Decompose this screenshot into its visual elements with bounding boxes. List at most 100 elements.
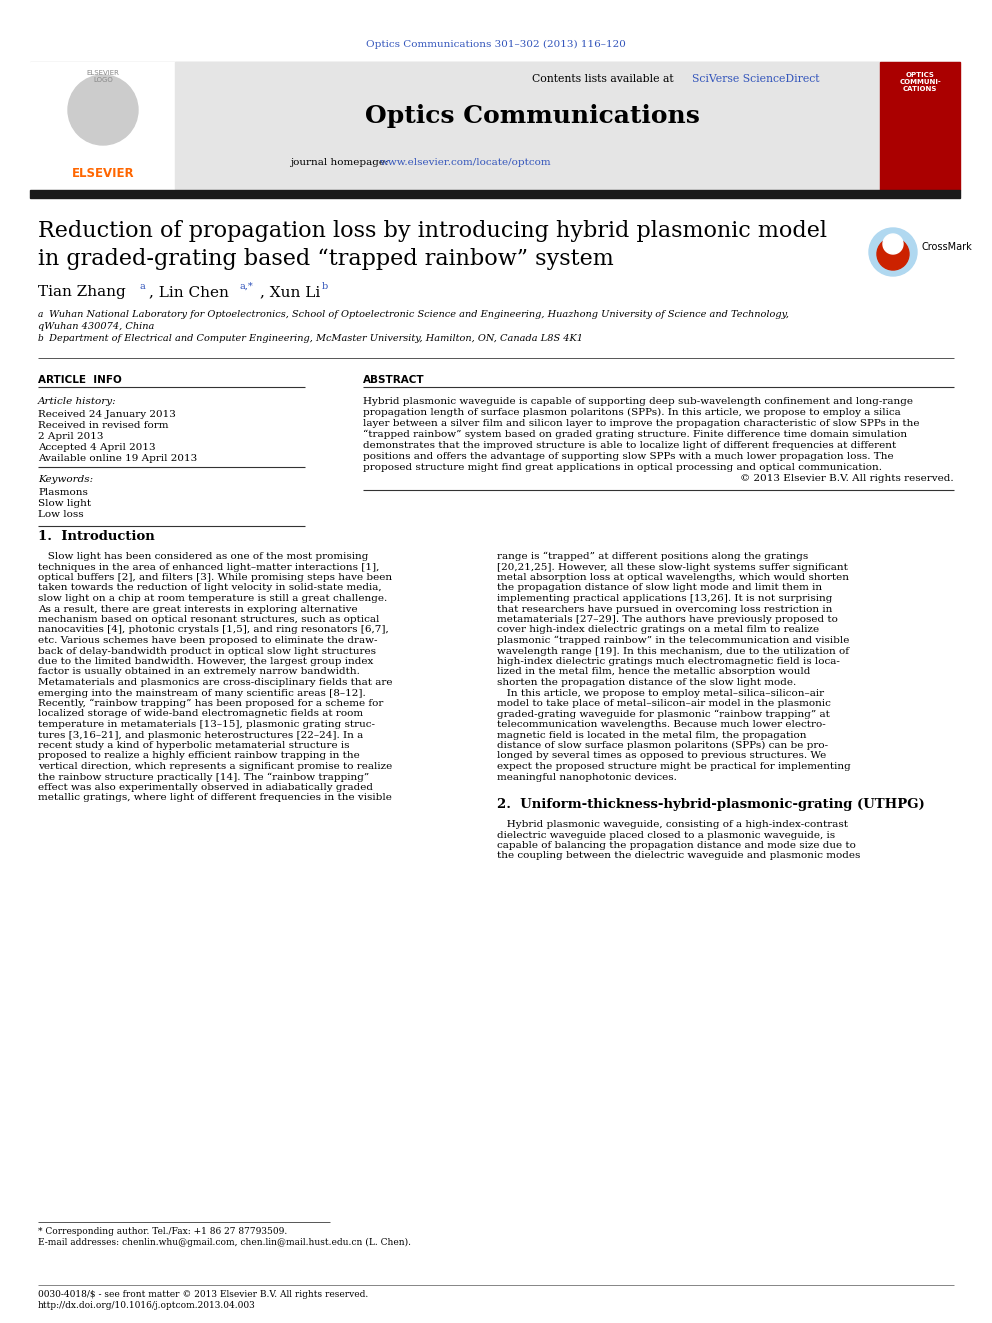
- Text: effect was also experimentally observed in adiabatically graded: effect was also experimentally observed …: [38, 783, 373, 792]
- Text: Slow light has been considered as one of the most promising: Slow light has been considered as one of…: [38, 552, 368, 561]
- Text: shorten the propagation distance of the slow light mode.: shorten the propagation distance of the …: [497, 677, 797, 687]
- Text: qWuhan 430074, China: qWuhan 430074, China: [38, 321, 155, 331]
- Text: meaningful nanophotonic devices.: meaningful nanophotonic devices.: [497, 773, 677, 782]
- Text: ABSTRACT: ABSTRACT: [363, 374, 425, 385]
- Text: factor is usually obtained in an extremely narrow bandwidth.: factor is usually obtained in an extreme…: [38, 668, 360, 676]
- Text: implementing practical applications [13,26]. It is not surprising: implementing practical applications [13,…: [497, 594, 832, 603]
- Text: 2.  Uniform-thickness-hybrid-plasmonic-grating (UTHPG): 2. Uniform-thickness-hybrid-plasmonic-gr…: [497, 798, 925, 811]
- Text: capable of balancing the propagation distance and mode size due to: capable of balancing the propagation dis…: [497, 841, 856, 849]
- Text: that researchers have pursued in overcoming loss restriction in: that researchers have pursued in overcom…: [497, 605, 832, 614]
- Text: temperature in metamaterials [13–15], plasmonic grating struc-: temperature in metamaterials [13–15], pl…: [38, 720, 375, 729]
- Text: dielectric waveguide placed closed to a plasmonic waveguide, is: dielectric waveguide placed closed to a …: [497, 831, 835, 840]
- Text: Article history:: Article history:: [38, 397, 117, 406]
- Text: recent study a kind of hyperbolic metamaterial structure is: recent study a kind of hyperbolic metama…: [38, 741, 349, 750]
- Text: a: a: [140, 282, 146, 291]
- Text: nanocavities [4], photonic crystals [1,5], and ring resonators [6,7],: nanocavities [4], photonic crystals [1,5…: [38, 626, 389, 635]
- Text: mechanism based on optical resonant structures, such as optical: mechanism based on optical resonant stru…: [38, 615, 379, 624]
- Text: range is “trapped” at different positions along the gratings: range is “trapped” at different position…: [497, 552, 808, 561]
- Text: vertical direction, which represents a significant promise to realize: vertical direction, which represents a s…: [38, 762, 392, 771]
- Text: wavelength range [19]. In this mechanism, due to the utilization of: wavelength range [19]. In this mechanism…: [497, 647, 849, 655]
- Text: , Xun Li: , Xun Li: [260, 284, 320, 299]
- Text: a: a: [38, 310, 44, 319]
- Text: Tian Zhang: Tian Zhang: [38, 284, 126, 299]
- Text: a,*: a,*: [240, 282, 254, 291]
- Circle shape: [883, 234, 903, 254]
- Text: graded-grating waveguide for plasmonic “rainbow trapping” at: graded-grating waveguide for plasmonic “…: [497, 709, 830, 718]
- Text: the rainbow structure practically [14]. The “rainbow trapping”: the rainbow structure practically [14]. …: [38, 773, 369, 782]
- Text: ARTICLE  INFO: ARTICLE INFO: [38, 374, 122, 385]
- Text: OPTICS
COMMUNI-
CATIONS: OPTICS COMMUNI- CATIONS: [899, 71, 940, 93]
- Text: Optics Communications: Optics Communications: [365, 105, 699, 128]
- Text: demonstrates that the improved structure is able to localize light of different : demonstrates that the improved structure…: [363, 441, 896, 450]
- Text: model to take place of metal–silicon–air model in the plasmonic: model to take place of metal–silicon–air…: [497, 699, 831, 708]
- Text: Slow light: Slow light: [38, 499, 91, 508]
- Text: , Lin Chen: , Lin Chen: [149, 284, 229, 299]
- Text: SciVerse ScienceDirect: SciVerse ScienceDirect: [692, 74, 819, 83]
- Text: metamaterials [27–29]. The authors have previously proposed to: metamaterials [27–29]. The authors have …: [497, 615, 838, 624]
- Text: journal homepage:: journal homepage:: [290, 157, 392, 167]
- Text: E-mail addresses: chenlin.whu@gmail.com, chen.lin@mail.hust.edu.cn (L. Chen).: E-mail addresses: chenlin.whu@gmail.com,…: [38, 1238, 411, 1248]
- Text: the coupling between the dielectric waveguide and plasmonic modes: the coupling between the dielectric wave…: [497, 852, 860, 860]
- Text: optical buffers [2], and filters [3]. While promising steps have been: optical buffers [2], and filters [3]. Wh…: [38, 573, 392, 582]
- Text: Wuhan National Laboratory for Optoelectronics, School of Optoelectronic Science : Wuhan National Laboratory for Optoelectr…: [46, 310, 789, 319]
- Text: Optics Communications 301–302 (2013) 116–120: Optics Communications 301–302 (2013) 116…: [366, 40, 626, 49]
- Text: back of delay-bandwidth product in optical slow light structures: back of delay-bandwidth product in optic…: [38, 647, 376, 655]
- Text: ELSEVIER: ELSEVIER: [71, 167, 134, 180]
- Text: www.elsevier.com/locate/optcom: www.elsevier.com/locate/optcom: [380, 157, 552, 167]
- Text: Department of Electrical and Computer Engineering, McMaster University, Hamilton: Department of Electrical and Computer En…: [46, 333, 583, 343]
- Text: 0030-4018/$ - see front matter © 2013 Elsevier B.V. All rights reserved.: 0030-4018/$ - see front matter © 2013 El…: [38, 1290, 368, 1299]
- Text: magnetic field is located in the metal film, the propagation: magnetic field is located in the metal f…: [497, 730, 806, 740]
- Text: taken towards the reduction of light velocity in solid-state media,: taken towards the reduction of light vel…: [38, 583, 382, 593]
- Text: telecommunication wavelengths. Because much lower electro-: telecommunication wavelengths. Because m…: [497, 720, 825, 729]
- Text: b: b: [322, 282, 328, 291]
- Text: longed by several times as opposed to previous structures. We: longed by several times as opposed to pr…: [497, 751, 826, 761]
- Text: high-index dielectric gratings much electromagnetic field is loca-: high-index dielectric gratings much elec…: [497, 658, 840, 665]
- Text: Metamaterials and plasmonics are cross-disciplinary fields that are: Metamaterials and plasmonics are cross-d…: [38, 677, 393, 687]
- Text: localized storage of wide-band electromagnetic fields at room: localized storage of wide-band electroma…: [38, 709, 363, 718]
- Text: due to the limited bandwidth. However, the largest group index: due to the limited bandwidth. However, t…: [38, 658, 373, 665]
- Text: the propagation distance of slow light mode and limit them in: the propagation distance of slow light m…: [497, 583, 822, 593]
- Text: expect the proposed structure might be practical for implementing: expect the proposed structure might be p…: [497, 762, 851, 771]
- Text: In this article, we propose to employ metal–silica–silicon–air: In this article, we propose to employ me…: [497, 688, 824, 697]
- Text: tures [3,16–21], and plasmonic heterostructures [22–24]. In a: tures [3,16–21], and plasmonic heterostr…: [38, 730, 363, 740]
- Text: slow light on a chip at room temperature is still a great challenge.: slow light on a chip at room temperature…: [38, 594, 387, 603]
- Text: http://dx.doi.org/10.1016/j.optcom.2013.04.003: http://dx.doi.org/10.1016/j.optcom.2013.…: [38, 1301, 256, 1310]
- Text: Received 24 January 2013: Received 24 January 2013: [38, 410, 176, 419]
- Text: etc. Various schemes have been proposed to eliminate the draw-: etc. Various schemes have been proposed …: [38, 636, 378, 646]
- Text: layer between a silver film and silicon layer to improve the propagation charact: layer between a silver film and silicon …: [363, 419, 920, 429]
- Text: propagation length of surface plasmon polaritons (SPPs). In this article, we pro: propagation length of surface plasmon po…: [363, 407, 901, 417]
- Text: Accepted 4 April 2013: Accepted 4 April 2013: [38, 443, 156, 452]
- Text: 1.  Introduction: 1. Introduction: [38, 531, 155, 542]
- Text: Reduction of propagation loss by introducing hybrid plasmonic model: Reduction of propagation loss by introdu…: [38, 220, 827, 242]
- Text: metal absorption loss at optical wavelengths, which would shorten: metal absorption loss at optical wavelen…: [497, 573, 849, 582]
- Text: “trapped rainbow” system based on graded grating structure. Finite difference ti: “trapped rainbow” system based on graded…: [363, 430, 907, 439]
- Bar: [30, 62, 175, 191]
- Text: positions and offers the advantage of supporting slow SPPs with a much lower pro: positions and offers the advantage of su…: [363, 452, 894, 460]
- Circle shape: [877, 238, 909, 270]
- Text: © 2013 Elsevier B.V. All rights reserved.: © 2013 Elsevier B.V. All rights reserved…: [740, 474, 954, 483]
- Bar: [175, 62, 880, 191]
- Text: Hybrid plasmonic waveguide, consisting of a high-index-contrast: Hybrid plasmonic waveguide, consisting o…: [497, 820, 848, 830]
- Text: distance of slow surface plasmon polaritons (SPPs) can be pro-: distance of slow surface plasmon polarit…: [497, 741, 828, 750]
- Text: lized in the metal film, hence the metallic absorption would: lized in the metal film, hence the metal…: [497, 668, 810, 676]
- Text: cover high-index dielectric gratings on a metal film to realize: cover high-index dielectric gratings on …: [497, 626, 819, 635]
- Text: Available online 19 April 2013: Available online 19 April 2013: [38, 454, 197, 463]
- Text: Keywords:: Keywords:: [38, 475, 93, 484]
- Text: Hybrid plasmonic waveguide is capable of supporting deep sub-wavelength confinem: Hybrid plasmonic waveguide is capable of…: [363, 397, 913, 406]
- Text: techniques in the area of enhanced light–matter interactions [1],: techniques in the area of enhanced light…: [38, 562, 379, 572]
- Text: ELSEVIER
LOGO: ELSEVIER LOGO: [86, 70, 119, 83]
- Text: Received in revised form: Received in revised form: [38, 421, 169, 430]
- Circle shape: [869, 228, 917, 277]
- Ellipse shape: [68, 75, 138, 146]
- Text: b: b: [38, 333, 44, 343]
- Bar: [880, 62, 960, 191]
- Text: proposed structure might find great applications in optical processing and optic: proposed structure might find great appl…: [363, 463, 882, 472]
- Text: As a result, there are great interests in exploring alternative: As a result, there are great interests i…: [38, 605, 358, 614]
- Text: in graded-grating based “trapped rainbow” system: in graded-grating based “trapped rainbow…: [38, 247, 614, 270]
- Text: Recently, “rainbow trapping” has been proposed for a scheme for: Recently, “rainbow trapping” has been pr…: [38, 699, 383, 708]
- Text: plasmonic “trapped rainbow” in the telecommunication and visible: plasmonic “trapped rainbow” in the telec…: [497, 636, 849, 646]
- Text: metallic gratings, where light of different frequencies in the visible: metallic gratings, where light of differ…: [38, 794, 392, 803]
- Text: Low loss: Low loss: [38, 509, 83, 519]
- Bar: [30, 191, 960, 198]
- Text: proposed to realize a highly efficient rainbow trapping in the: proposed to realize a highly efficient r…: [38, 751, 360, 761]
